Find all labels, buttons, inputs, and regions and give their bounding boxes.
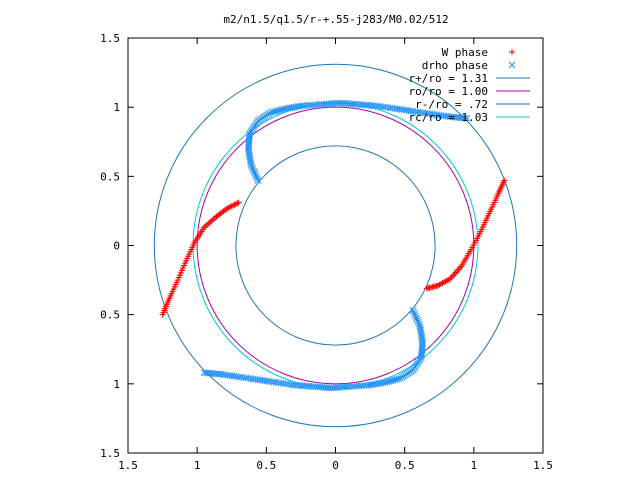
data-point [251,169,258,177]
data-point [410,309,418,316]
legend-marker [509,49,515,55]
data-point [253,175,261,182]
data-point [227,203,234,210]
legend-marker [508,61,516,69]
data-point [200,369,208,377]
x-tick-label: 1 [471,459,478,472]
legend-label: r-/ro = .72 [415,98,488,111]
legend-label: drho phase [422,59,488,72]
data-point [235,199,242,206]
data-point [412,312,419,320]
data-point [225,204,232,211]
data-point [202,369,210,377]
x-tick-label: 1.5 [533,459,553,472]
data-point [228,203,235,210]
y-tick-label: 0 [113,240,120,253]
x-tick-label: 1.5 [118,459,138,472]
x-tick-label: 0 [332,459,339,472]
data-point [385,378,393,385]
data-point [423,285,430,292]
y-tick-label: 1 [113,101,120,114]
series-drho-phase [200,99,471,392]
data-point [231,201,238,208]
data-point [414,318,422,326]
data-point [413,316,421,324]
data-point [391,376,399,384]
x-tick-label: 0.5 [256,459,276,472]
data-point [234,200,241,207]
data-point [461,114,469,122]
chart-title: m2/n1.5/q1.5/r-+.55-j283/M0.02/512 [223,13,448,26]
data-point [230,202,237,209]
data-point [276,106,284,114]
data-point [409,307,417,314]
legend-label: ro/ro = 1.00 [409,85,488,98]
y-tick-label: 0.5 [100,170,120,183]
circle-r-ro-72 [235,145,436,346]
y-tick-label: 1.5 [100,32,120,45]
data-point [269,108,276,116]
data-point [383,378,391,386]
data-point [270,108,278,116]
data-point [254,177,262,184]
legend-label: rc/ro = 1.03 [409,111,488,124]
y-tick-label: 1 [113,378,120,391]
axis-ticks: 1.5 1 0.5 0 0.5 1 1.51.510.500.511.5 [100,32,553,472]
data-point [248,163,256,171]
data-point [415,320,423,328]
data-point [274,107,282,114]
y-tick-label: 0.5 [100,309,120,322]
data-point [411,310,419,318]
circle-r-ro-1-31 [153,63,518,428]
data-point [278,106,286,113]
data-point [393,375,401,383]
data-point [249,165,257,173]
x-tick-label: 0.5 [395,459,415,472]
phase-points [159,99,508,392]
y-tick-label: 1.5 [100,447,120,460]
legend-label: W phase [442,46,488,59]
data-point [397,374,404,382]
series-w-phase [159,177,508,318]
data-point [389,377,397,384]
data-point [252,171,259,179]
data-point [232,201,239,207]
data-point [395,375,402,383]
data-point [252,173,260,181]
data-point [272,107,280,115]
data-point [267,109,274,117]
legend-label: r+/ro = 1.31 [409,72,488,85]
data-point [224,205,231,212]
data-point [387,377,395,385]
data-point [413,314,420,322]
x-tick-label: 1 [194,459,201,472]
data-point [250,167,258,175]
data-point [463,114,471,122]
data-point [280,105,288,113]
